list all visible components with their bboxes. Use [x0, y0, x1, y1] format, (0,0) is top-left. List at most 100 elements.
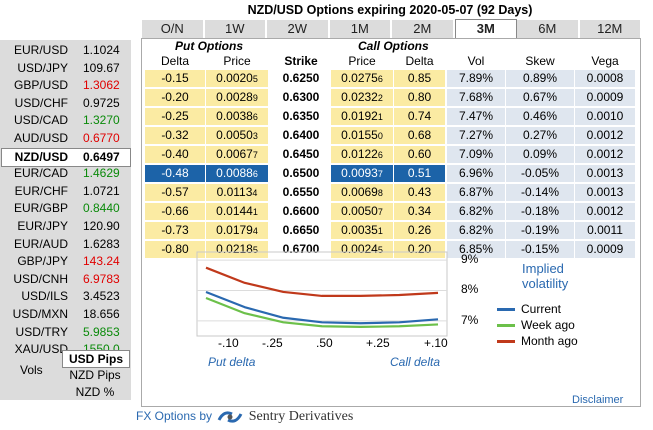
table-cell-vol[interactable]: 6.82% [447, 203, 505, 220]
table-cell-pd[interactable]: -0.57 [145, 184, 205, 201]
legend-label: Current [521, 302, 562, 316]
table-cell-vol[interactable]: 6.82% [447, 222, 505, 239]
table-cell-pp[interactable]: 0.00205 [206, 70, 268, 87]
table-cell-vol[interactable]: 6.87% [447, 184, 505, 201]
pair-rate: 5.9853 [83, 324, 120, 339]
table-cell-cd[interactable]: 0.68 [394, 127, 445, 144]
table-cell-cp[interactable]: 0.00507 [331, 203, 393, 220]
pair-row-usd-cad[interactable]: USD/CAD 1.3270 [2, 112, 129, 129]
table-cell-vol[interactable]: 7.68% [447, 89, 505, 106]
table-cell-skew[interactable]: 0.09% [506, 146, 574, 163]
tab-2m[interactable]: 2M [392, 20, 453, 38]
table-cell-cd[interactable]: 0.34 [394, 203, 445, 220]
table-cell-cd[interactable]: 0.43 [394, 184, 445, 201]
pair-row-usd-mxn[interactable]: USD/MXN 18.656 [2, 306, 129, 323]
table-cell-skew[interactable]: 0.67% [506, 89, 574, 106]
pair-row-eur-chf[interactable]: EUR/CHF 1.0721 [2, 183, 129, 200]
table-cell-pd[interactable]: -0.40 [145, 146, 205, 163]
table-cell-vega[interactable]: 0.0012 [575, 203, 635, 220]
pips-option-1[interactable]: NZD Pips [69, 368, 121, 382]
table-cell-skew[interactable]: -0.15% [506, 241, 574, 258]
table-cell-vega[interactable]: 0.0013 [575, 165, 635, 182]
pair-row-aud-usd[interactable]: AUD/USD 0.6770 [2, 130, 129, 147]
pair-name: XAU/USD [14, 342, 68, 357]
table-cell-pd[interactable]: -0.66 [145, 203, 205, 220]
table-cell-pd[interactable]: -0.25 [145, 108, 205, 125]
table-cell-cp[interactable]: 0.01921 [331, 108, 393, 125]
table-cell-pd[interactable]: -0.32 [145, 127, 205, 144]
tab-6m[interactable]: 6M [517, 20, 578, 38]
table-cell-vol[interactable]: 7.47% [447, 108, 505, 125]
pair-row-gbp-jpy[interactable]: GBP/JPY 143.24 [2, 253, 129, 270]
table-cell-cp[interactable]: 0.02322 [331, 89, 393, 106]
tab-1m[interactable]: 1M [329, 20, 390, 38]
table-cell-cd[interactable]: 0.74 [394, 108, 445, 125]
tab-on[interactable]: O/N [142, 20, 203, 38]
table-cell-pp[interactable]: 0.00677 [206, 146, 268, 163]
table-cell-pd[interactable]: -0.73 [145, 222, 205, 239]
column-header-vega: Vega [591, 54, 619, 68]
pair-row-usd-ils[interactable]: USD/ILS 3.4523 [2, 288, 129, 305]
table-cell-cp[interactable]: 0.00351 [331, 222, 393, 239]
pair-row-gbp-usd[interactable]: GBP/USD 1.3062 [2, 77, 129, 94]
table-cell-skew[interactable]: -0.18% [506, 203, 574, 220]
pair-row-eur-gbp[interactable]: EUR/GBP 0.8440 [2, 200, 129, 217]
disclaimer-link[interactable]: Disclaimer [572, 394, 624, 406]
table-cell-pp[interactable]: 0.00289 [206, 89, 268, 106]
table-cell-cd[interactable]: 0.85 [394, 70, 445, 87]
table-cell-skew[interactable]: 0.46% [506, 108, 574, 125]
table-cell-cd[interactable]: 0.80 [394, 89, 445, 106]
pips-option-0[interactable]: USD Pips [62, 350, 130, 368]
pair-row-usd-jpy[interactable]: USD/JPY 109.67 [2, 60, 129, 77]
table-cell-cp[interactable]: 0.01226 [331, 146, 393, 163]
tab-12m[interactable]: 12M [579, 20, 640, 38]
pair-row-nzd-usd[interactable]: NZD/USD 0.6497 [1, 147, 131, 167]
table-cell-vol[interactable]: 6.85% [447, 241, 505, 258]
pair-row-eur-aud[interactable]: EUR/AUD 1.6283 [2, 236, 129, 253]
table-cell-vega[interactable]: 0.0013 [575, 184, 635, 201]
table-cell-vol[interactable]: 6.96% [447, 165, 505, 182]
table-cell-pd[interactable]: -0.80 [145, 241, 205, 258]
tab-3m[interactable]: 3M [454, 19, 517, 39]
pair-row-eur-jpy[interactable]: EUR/JPY 120.90 [2, 218, 129, 235]
pair-row-eur-usd[interactable]: EUR/USD 1.1024 [2, 42, 129, 59]
table-cell-vega[interactable]: 0.0012 [575, 127, 635, 144]
table-cell-cd[interactable]: 0.51 [394, 165, 445, 182]
table-cell-skew[interactable]: -0.14% [506, 184, 574, 201]
table-cell-pd[interactable]: -0.48 [145, 165, 205, 182]
table-cell-skew[interactable]: -0.05% [506, 165, 574, 182]
table-cell-vol[interactable]: 7.89% [447, 70, 505, 87]
table-cell-pp[interactable]: 0.00503 [206, 127, 268, 144]
table-cell-cd[interactable]: 0.26 [394, 222, 445, 239]
table-cell-pd[interactable]: -0.15 [145, 70, 205, 87]
table-cell-vega[interactable]: 0.0009 [575, 89, 635, 106]
table-cell-skew[interactable]: -0.19% [506, 222, 574, 239]
table-cell-pp[interactable]: 0.00886 [206, 165, 268, 182]
table-cell-cp[interactable]: 0.00937 [331, 165, 393, 182]
table-cell-vol[interactable]: 7.09% [447, 146, 505, 163]
table-cell-cp[interactable]: 0.00698 [331, 184, 393, 201]
table-cell-vol[interactable]: 7.27% [447, 127, 505, 144]
table-cell-vega[interactable]: 0.0011 [575, 222, 635, 239]
pair-row-eur-cad[interactable]: EUR/CAD 1.4629 [2, 165, 129, 182]
table-cell-pp[interactable]: 0.01134 [206, 184, 268, 201]
table-cell-pd[interactable]: -0.20 [145, 89, 205, 106]
pair-row-usd-chf[interactable]: USD/CHF 0.9725 [2, 95, 129, 112]
pair-row-usd-try[interactable]: USD/TRY 5.9853 [2, 324, 129, 341]
tab-1w[interactable]: 1W [204, 20, 265, 38]
table-cell-vega[interactable]: 0.0009 [575, 241, 635, 258]
table-cell-vega[interactable]: 0.0010 [575, 108, 635, 125]
table-cell-cd[interactable]: 0.60 [394, 146, 445, 163]
pair-row-usd-cnh[interactable]: USD/CNH 6.9783 [2, 271, 129, 288]
table-cell-vega[interactable]: 0.0012 [575, 146, 635, 163]
table-cell-pp[interactable]: 0.00386 [206, 108, 268, 125]
table-cell-pp[interactable]: 0.01794 [206, 222, 268, 239]
tab-2w[interactable]: 2W [267, 20, 328, 38]
table-cell-pp[interactable]: 0.01441 [206, 203, 268, 220]
table-cell-skew[interactable]: 0.89% [506, 70, 574, 87]
table-cell-cp[interactable]: 0.02756 [331, 70, 393, 87]
pips-option-2[interactable]: NZD % [75, 385, 115, 399]
table-cell-cp[interactable]: 0.01550 [331, 127, 393, 144]
table-cell-vega[interactable]: 0.0008 [575, 70, 635, 87]
table-cell-skew[interactable]: 0.27% [506, 127, 574, 144]
